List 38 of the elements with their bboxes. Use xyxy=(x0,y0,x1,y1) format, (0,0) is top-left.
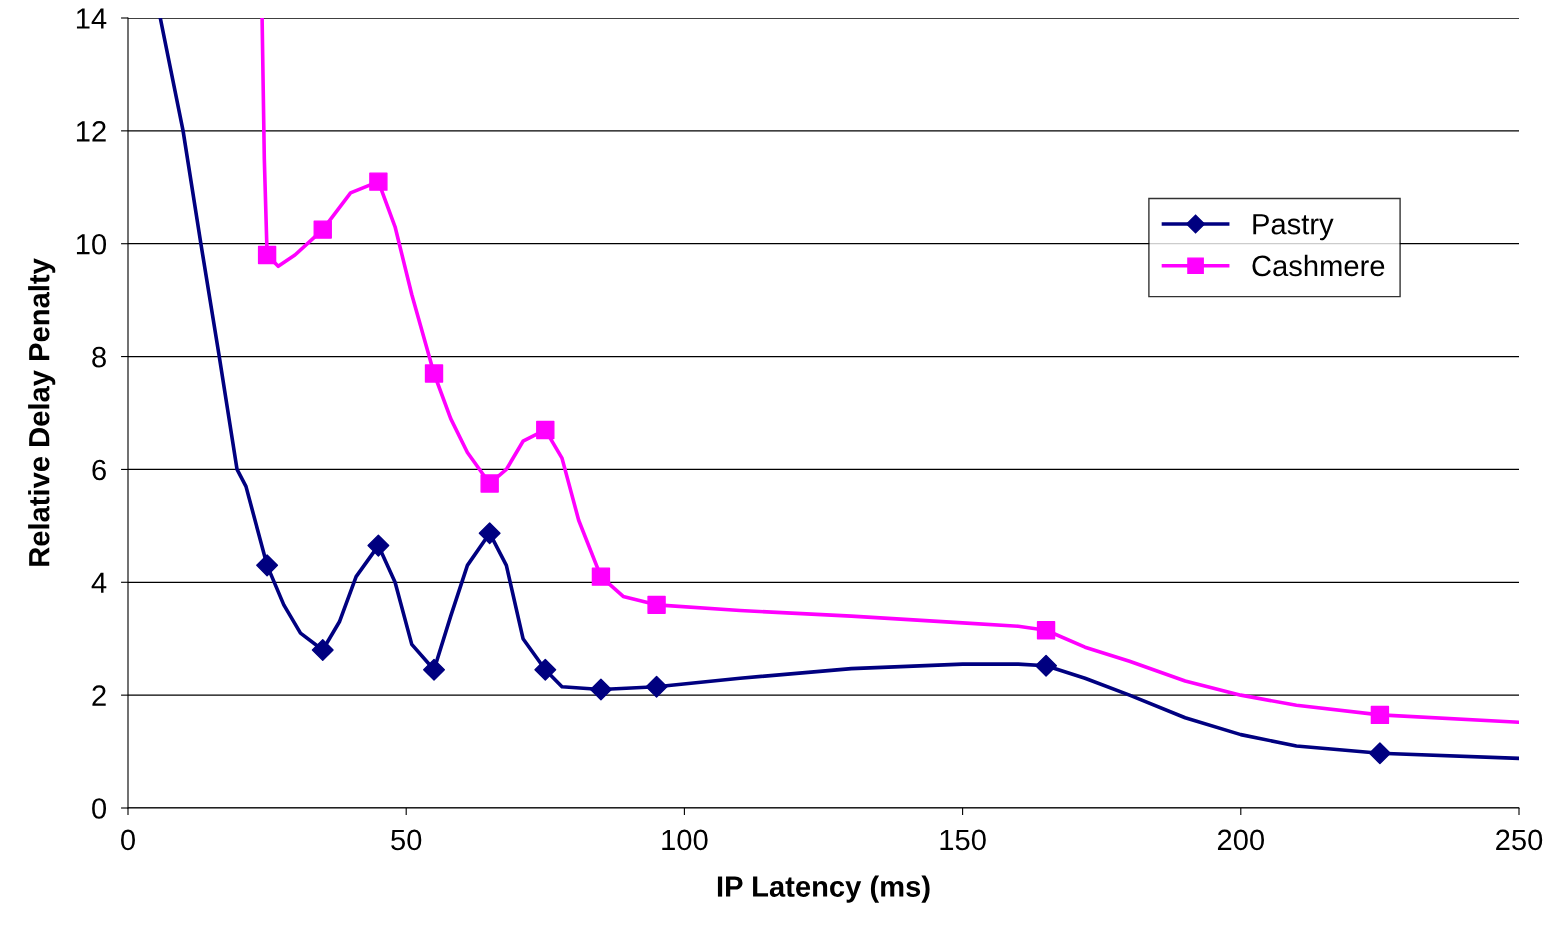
point xyxy=(423,658,446,681)
y-axis-title: Relative Delay Penalty xyxy=(28,258,56,566)
point xyxy=(369,172,388,191)
point xyxy=(1368,742,1391,765)
x-tick-label: 50 xyxy=(391,829,422,851)
point xyxy=(367,534,390,557)
point xyxy=(478,522,501,545)
point xyxy=(589,678,612,701)
point xyxy=(647,595,666,615)
point xyxy=(424,364,444,383)
y-tick-label: 6 xyxy=(92,459,106,481)
point xyxy=(645,675,668,698)
y-tick-label: 0 xyxy=(92,798,107,819)
x-tick-label: 200 xyxy=(1217,829,1264,851)
point xyxy=(480,474,499,493)
point xyxy=(257,245,277,265)
point xyxy=(313,220,332,239)
x-tick-label: 100 xyxy=(662,829,708,851)
point xyxy=(534,658,557,681)
legend-label: Pastry xyxy=(1253,214,1334,241)
x-tick-label: 0 xyxy=(121,829,135,851)
legend-label: Cashmere xyxy=(1252,254,1385,277)
y-tick-label: 10 xyxy=(76,233,107,255)
y-tick-label: 4 xyxy=(91,572,107,593)
point xyxy=(536,420,555,440)
x-tick-label: 250 xyxy=(1496,829,1543,851)
y-tick-label: 12 xyxy=(76,121,106,142)
y-tick-label: 14 xyxy=(76,8,107,29)
point xyxy=(256,554,279,577)
y-tick-label: 2 xyxy=(92,685,106,706)
point xyxy=(1035,654,1058,677)
y-tick-label: 8 xyxy=(92,346,106,368)
x-tick-label: 150 xyxy=(940,829,986,851)
point xyxy=(1036,621,1056,640)
x-axis-title: IP Latency (ms) xyxy=(717,875,930,903)
point xyxy=(311,639,334,661)
point xyxy=(1370,705,1390,725)
point xyxy=(591,567,611,586)
